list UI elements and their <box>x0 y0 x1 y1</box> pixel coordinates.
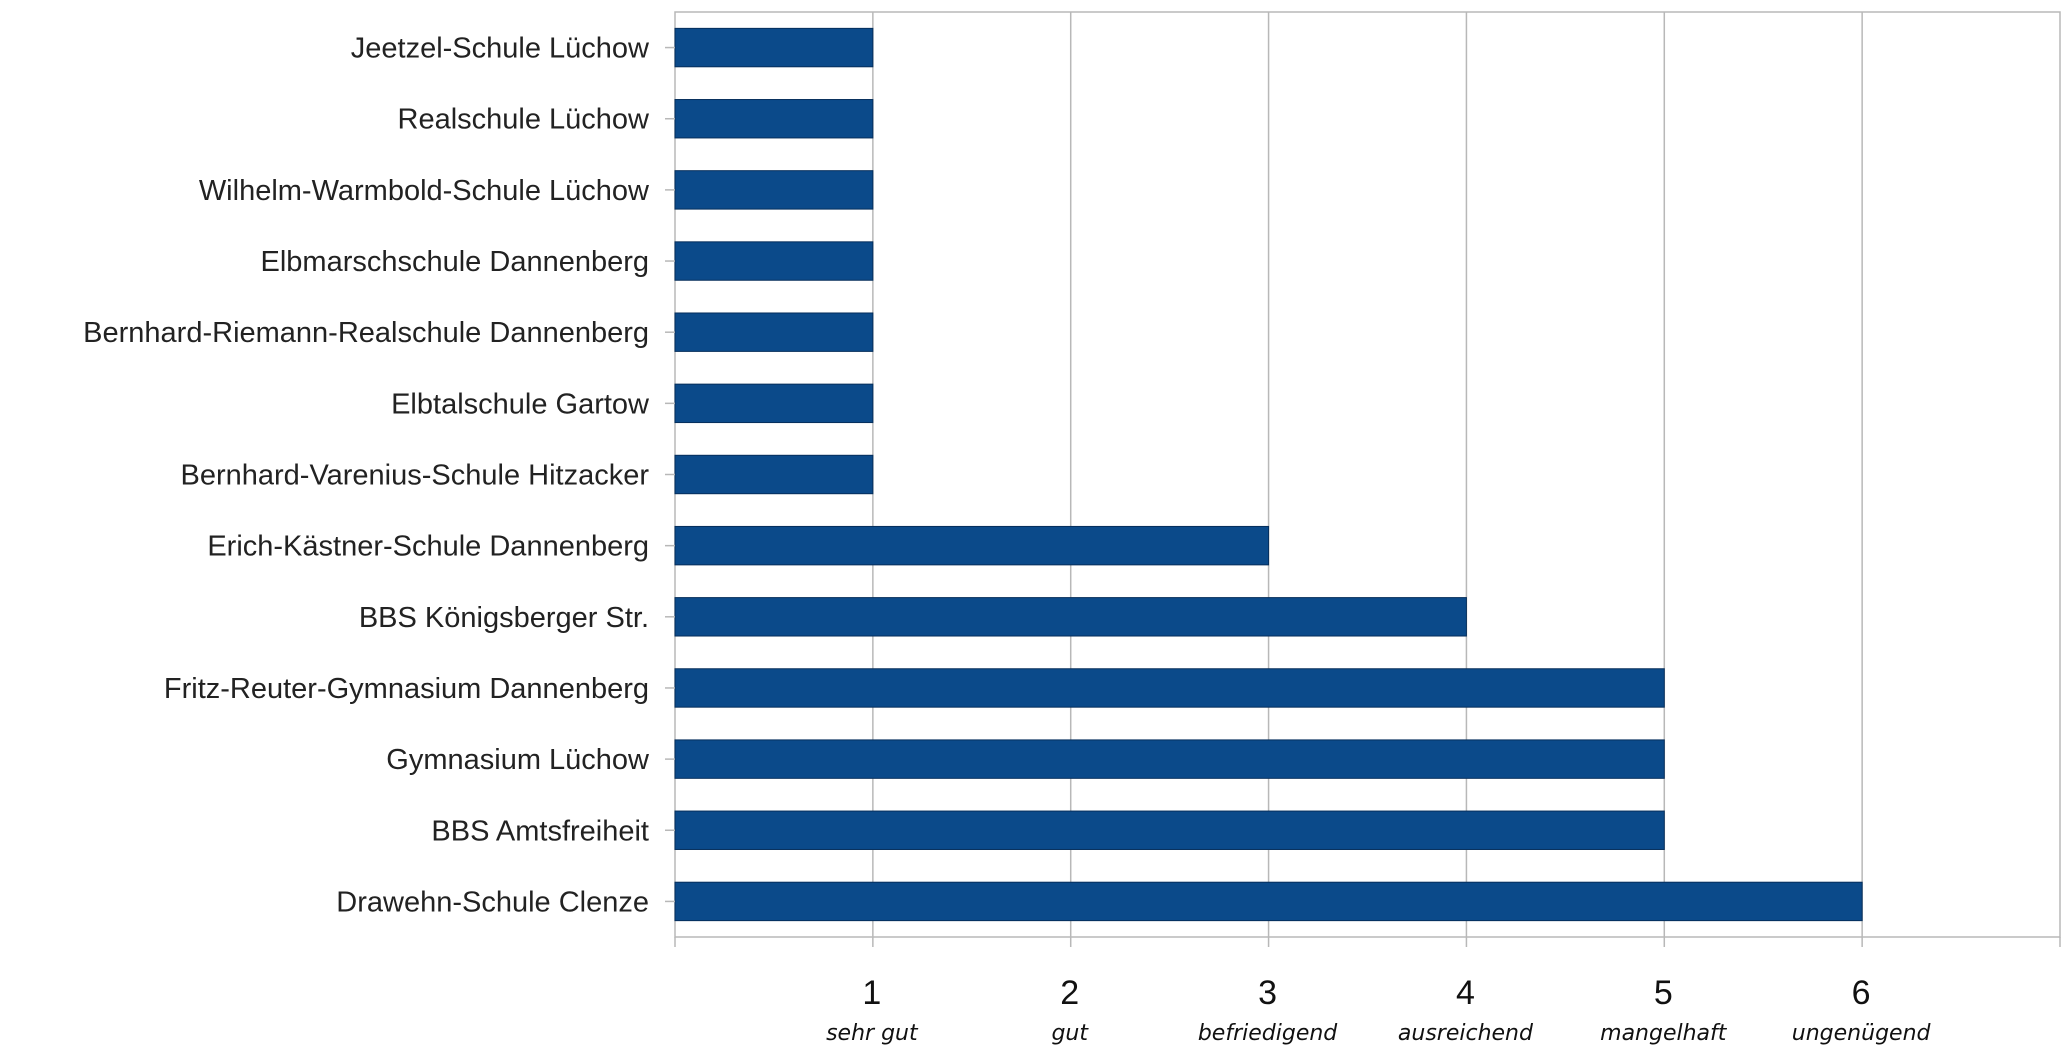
x-tick-sublabel: sehr gut <box>826 1021 919 1046</box>
bar <box>674 810 1665 850</box>
category-label: Bernhard-Varenius-Schule Hitzacker <box>180 460 649 492</box>
grid-lines <box>872 12 1863 937</box>
x-tick-sublabel: ungenügend <box>1792 1021 1932 1046</box>
x-tick-label: 4 <box>1456 974 1475 1012</box>
category-label: Gymnasium Lüchow <box>386 744 650 776</box>
x-tick-label: 3 <box>1258 974 1277 1012</box>
category-labels: Jeetzel-Schule Lüchow Realschule Lüchow Wi… <box>83 33 675 918</box>
x-tick-sublabel: befriedigend <box>1198 1021 1338 1046</box>
x-axis-ticks: 1 sehr gut 2 gut 3 befriedigend 4 ausreichend 5 m… <box>674 937 2061 1046</box>
bar <box>674 881 1863 922</box>
category-label: Realschule Lüchow <box>398 104 651 136</box>
x-tick-sublabel: gut <box>1051 1021 1089 1046</box>
x-tick-label: 1 <box>862 974 881 1012</box>
bar <box>674 27 874 68</box>
bar <box>674 99 874 139</box>
bar <box>674 597 1467 637</box>
category-label: Erich-Kästner-Schule Dannenberg <box>207 531 649 563</box>
bar <box>674 170 874 210</box>
bar <box>674 383 874 424</box>
bar <box>674 454 874 495</box>
bars <box>674 27 1863 922</box>
category-label: Elbmarschschule Dannenberg <box>261 246 650 278</box>
bar <box>674 525 1270 566</box>
category-label: Wilhelm-Warmbold-Schule Lüchow <box>199 175 650 207</box>
bar <box>674 668 1665 708</box>
bar <box>674 241 874 281</box>
bar <box>674 312 874 352</box>
x-tick-sublabel: mangelhaft <box>1600 1021 1728 1046</box>
category-label: Bernhard-Riemann-Realschule Dannenberg <box>83 317 649 349</box>
x-tick-label: 2 <box>1060 974 1079 1012</box>
category-label: Jeetzel-Schule Lüchow <box>351 33 650 65</box>
category-label: Fritz-Reuter-Gymnasium Dannenberg <box>164 673 649 705</box>
bar <box>674 739 1665 779</box>
x-tick-sublabel: ausreichend <box>1398 1021 1534 1046</box>
category-label: Drawehn-Schule Clenze <box>336 886 649 918</box>
plot-area <box>674 11 2061 938</box>
category-label: Elbtalschule Gartow <box>391 388 650 420</box>
category-label: BBS Königsberger Str. <box>359 602 649 634</box>
category-label: BBS Amtsfreiheit <box>431 815 649 847</box>
x-tick-label: 6 <box>1852 974 1871 1012</box>
x-tick-label: 5 <box>1654 974 1673 1012</box>
